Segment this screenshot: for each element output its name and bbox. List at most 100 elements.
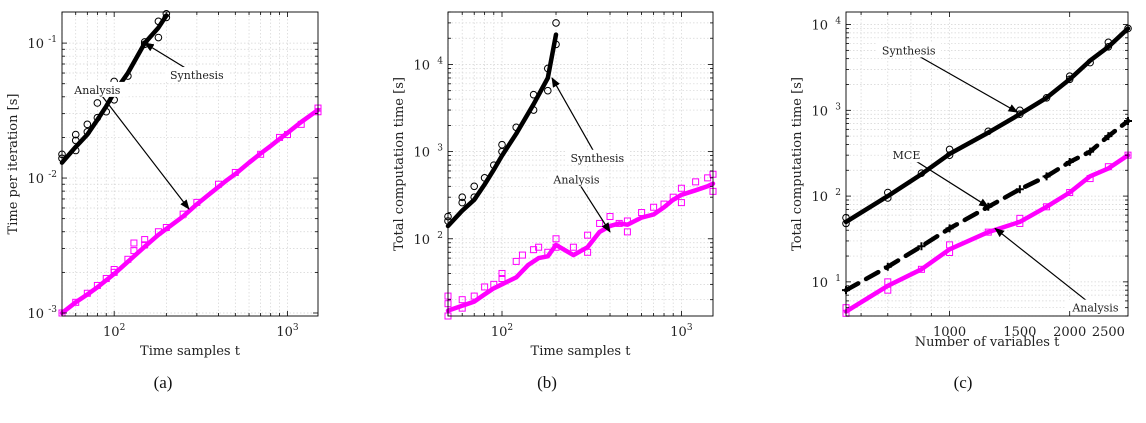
- data-point: [512, 123, 521, 132]
- tick-exponent: 2: [437, 231, 443, 241]
- x-tick-label: 2500: [1092, 325, 1125, 340]
- x-tick-label: 103: [276, 323, 299, 340]
- tick-base: 10: [27, 172, 44, 187]
- series-line: [445, 32, 559, 229]
- annotation-arrow: [994, 227, 1096, 309]
- data-point: [945, 151, 954, 159]
- data-point: [71, 146, 80, 155]
- series-synthesis: [444, 19, 560, 229]
- data-point: [498, 269, 506, 277]
- data-point: [162, 9, 171, 18]
- annotation-label: Synthesis: [882, 44, 936, 57]
- data-point: [498, 275, 506, 283]
- axes-frame: [447, 11, 714, 317]
- data-point: [544, 248, 552, 256]
- data-point: [917, 169, 926, 177]
- data-point: [481, 283, 489, 291]
- data-point: [470, 292, 478, 300]
- tick-base: 10: [811, 19, 828, 34]
- x-axis-label: Number of variables t: [915, 335, 1060, 350]
- annotation-label: Analysis: [1071, 302, 1118, 315]
- tick-base: 10: [811, 190, 828, 205]
- data-point: [141, 236, 149, 244]
- data-point: [569, 243, 577, 251]
- data-point: [490, 280, 498, 288]
- x-axis-label: Time samples t: [531, 344, 632, 359]
- annotation-bg: [164, 67, 230, 83]
- data-point: [93, 281, 101, 289]
- data-point: [1104, 163, 1112, 171]
- annotation-label: MCE: [893, 149, 921, 162]
- tick-exponent: 2: [507, 323, 513, 333]
- tick-exponent: 2: [120, 323, 126, 333]
- y-tick-label: 10 4: [811, 17, 841, 34]
- data-point: [1015, 185, 1024, 194]
- tick-base: 10: [670, 325, 687, 340]
- x-tick-label: 2000: [1053, 325, 1086, 340]
- data-point: [552, 19, 560, 27]
- data-point: [1104, 43, 1113, 51]
- data-point: [552, 40, 560, 49]
- data-point: [883, 188, 892, 197]
- annotation-label: Synthesis: [170, 69, 224, 82]
- y-tick-label: 10 -1: [27, 35, 57, 52]
- data-point: [231, 168, 239, 176]
- data-point: [518, 251, 526, 259]
- data-point: [1042, 93, 1051, 102]
- data-point: [458, 193, 467, 201]
- data-point: [154, 17, 163, 26]
- data-point: [470, 182, 479, 191]
- data-point: [71, 130, 80, 139]
- x-tick-label: 102: [491, 323, 513, 340]
- data-point: [945, 224, 954, 233]
- data-point: [1065, 75, 1074, 84]
- data-point: [606, 213, 614, 221]
- data-point: [584, 248, 592, 256]
- data-point: [638, 209, 646, 217]
- data-point: [1086, 147, 1095, 156]
- x-tick-label: 1000: [933, 325, 966, 340]
- axes-frame: [845, 11, 1129, 317]
- tick-base: 10: [811, 104, 828, 119]
- data-point: [615, 219, 623, 227]
- data-point: [529, 90, 538, 99]
- data-point: [660, 200, 668, 208]
- annotation-bg: [1066, 299, 1125, 315]
- data-point: [623, 217, 631, 225]
- tick-exponent: 3: [835, 102, 841, 112]
- data-point: [215, 180, 223, 188]
- y-tick-label: 10 2: [811, 188, 841, 205]
- x-tick-label: 102: [103, 323, 125, 340]
- data-point: [83, 120, 92, 129]
- tick-exponent: 1: [835, 274, 841, 284]
- series-line: [843, 152, 1131, 314]
- data-point: [1065, 72, 1074, 80]
- data-point: [154, 33, 163, 42]
- y-tick-label: 10 -3: [27, 305, 57, 322]
- data-point: [193, 198, 201, 206]
- data-point: [535, 243, 543, 251]
- data-point: [93, 99, 102, 107]
- tick-base: 10: [103, 325, 120, 340]
- tick-exponent: -3: [48, 305, 57, 315]
- data-point: [945, 145, 954, 154]
- data-point: [623, 228, 631, 236]
- data-point: [276, 133, 284, 141]
- y-tick-label: 10 3: [413, 144, 443, 161]
- y-tick-label: 10 -2: [27, 170, 57, 187]
- x-axis-label: Time samples t: [140, 344, 241, 359]
- data-point: [692, 178, 700, 186]
- data-point: [946, 241, 954, 249]
- data-point: [1065, 157, 1074, 166]
- tick-base: 10: [811, 276, 828, 291]
- y-axis-label: Total computation time [s]: [790, 77, 805, 251]
- annotation-bg: [876, 42, 942, 58]
- y-axis-label: Time per iteration [s]: [6, 94, 21, 235]
- data-point: [669, 193, 677, 201]
- tick-exponent: 3: [293, 323, 299, 333]
- data-point: [162, 224, 170, 232]
- data-point: [179, 210, 187, 218]
- data-point: [584, 231, 592, 239]
